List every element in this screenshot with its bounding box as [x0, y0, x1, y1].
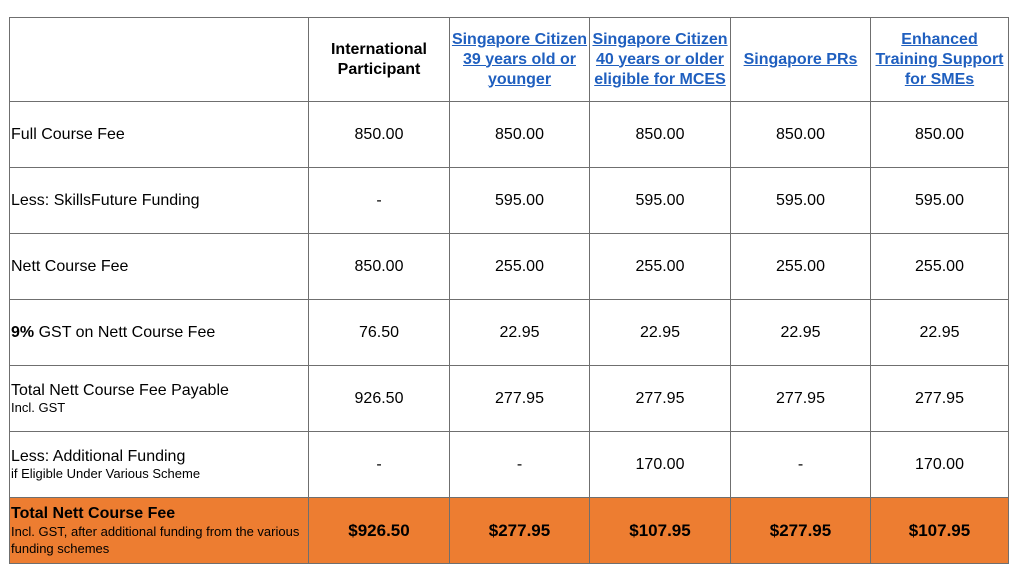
row-label: Less: SkillsFuture Funding — [9, 167, 309, 234]
total-cell: $107.95 — [870, 497, 1009, 564]
table-cell: 850.00 — [870, 101, 1009, 168]
row-label: 9% GST on Nett Course Fee — [9, 299, 309, 366]
table-cell: 277.95 — [449, 365, 590, 432]
table-cell: - — [730, 431, 871, 498]
header-sg-citizen-39-link[interactable]: Singapore Citizen 39 years old or younge… — [449, 17, 590, 102]
sg-prs-link[interactable]: Singapore PRs — [743, 50, 858, 68]
total-cell: $277.95 — [449, 497, 590, 564]
gst-rate: 9% — [11, 323, 35, 341]
table-cell: 76.50 — [308, 299, 450, 366]
table-cell: 255.00 — [870, 233, 1009, 300]
table-row: Full Course Fee 850.00 850.00 850.00 850… — [9, 101, 1009, 168]
table-cell: 595.00 — [449, 167, 590, 234]
enhanced-training-link[interactable]: Enhanced Training Support for SMEs — [875, 30, 1004, 88]
table-cell: 255.00 — [449, 233, 590, 300]
row-label: Total Nett Course Fee Payable Incl. GST — [9, 365, 309, 432]
table-cell: 850.00 — [589, 101, 731, 168]
table-row: Less: SkillsFuture Funding - 595.00 595.… — [9, 167, 1009, 234]
table-row: Total Nett Course Fee Payable Incl. GST 9… — [9, 365, 1009, 432]
table-cell: 850.00 — [308, 101, 450, 168]
table-cell: 595.00 — [870, 167, 1009, 234]
table-cell: - — [449, 431, 590, 498]
table-cell: 926.50 — [308, 365, 450, 432]
total-label: Total Nett Course Fee Incl. GST, after ad… — [9, 497, 309, 564]
row-sublabel: Incl. GST — [11, 400, 66, 415]
total-sublabel: Incl. GST, after additional funding from… — [11, 523, 300, 556]
table-cell: 170.00 — [870, 431, 1009, 498]
table-cell: 850.00 — [449, 101, 590, 168]
table-row: Less: Additional Funding if Eligible Unde… — [9, 431, 1009, 498]
table-cell: - — [308, 167, 450, 234]
row-label: Nett Course Fee — [9, 233, 309, 300]
table-cell: 277.95 — [870, 365, 1009, 432]
table-cell: 255.00 — [730, 233, 871, 300]
row-sublabel: if Eligible Under Various Scheme — [11, 466, 201, 481]
table-cell: 595.00 — [589, 167, 731, 234]
table-cell: 850.00 — [730, 101, 871, 168]
table-row: Nett Course Fee 850.00 255.00 255.00 255… — [9, 233, 1009, 300]
table-cell: 170.00 — [589, 431, 731, 498]
total-row: Total Nett Course Fee Incl. GST, after ad… — [9, 497, 1009, 564]
table-cell: 22.95 — [589, 299, 731, 366]
total-cell: $277.95 — [730, 497, 871, 564]
row-label: Full Course Fee — [9, 101, 309, 168]
table-cell: 22.95 — [870, 299, 1009, 366]
table-cell: 277.95 — [589, 365, 731, 432]
header-row: International Participant Singapore Citi… — [9, 17, 1009, 102]
table-cell: 255.00 — [589, 233, 731, 300]
header-sg-prs-link[interactable]: Singapore PRs — [730, 17, 871, 102]
header-sg-citizen-40-link[interactable]: Singapore Citizen 40 years or older elig… — [589, 17, 731, 102]
course-fee-table: International Participant Singapore Citi… — [9, 17, 1009, 564]
sg-citizen-39-link[interactable]: Singapore Citizen 39 years old or younge… — [451, 30, 588, 88]
total-cell: $926.50 — [308, 497, 450, 564]
table-cell: - — [308, 431, 450, 498]
total-cell: $107.95 — [589, 497, 731, 564]
header-enhanced-training-link[interactable]: Enhanced Training Support for SMEs — [870, 17, 1009, 102]
header-empty-cell — [9, 17, 309, 102]
table-cell: 850.00 — [308, 233, 450, 300]
row-label: Less: Additional Funding if Eligible Unde… — [9, 431, 309, 498]
table-cell: 277.95 — [730, 365, 871, 432]
table-cell: 595.00 — [730, 167, 871, 234]
table-row: 9% GST on Nett Course Fee 76.50 22.95 22… — [9, 299, 1009, 366]
table-cell: 22.95 — [449, 299, 590, 366]
table-cell: 22.95 — [730, 299, 871, 366]
sg-citizen-40-link[interactable]: Singapore Citizen 40 years or older elig… — [592, 30, 728, 88]
header-international-participant: International Participant — [308, 17, 450, 102]
